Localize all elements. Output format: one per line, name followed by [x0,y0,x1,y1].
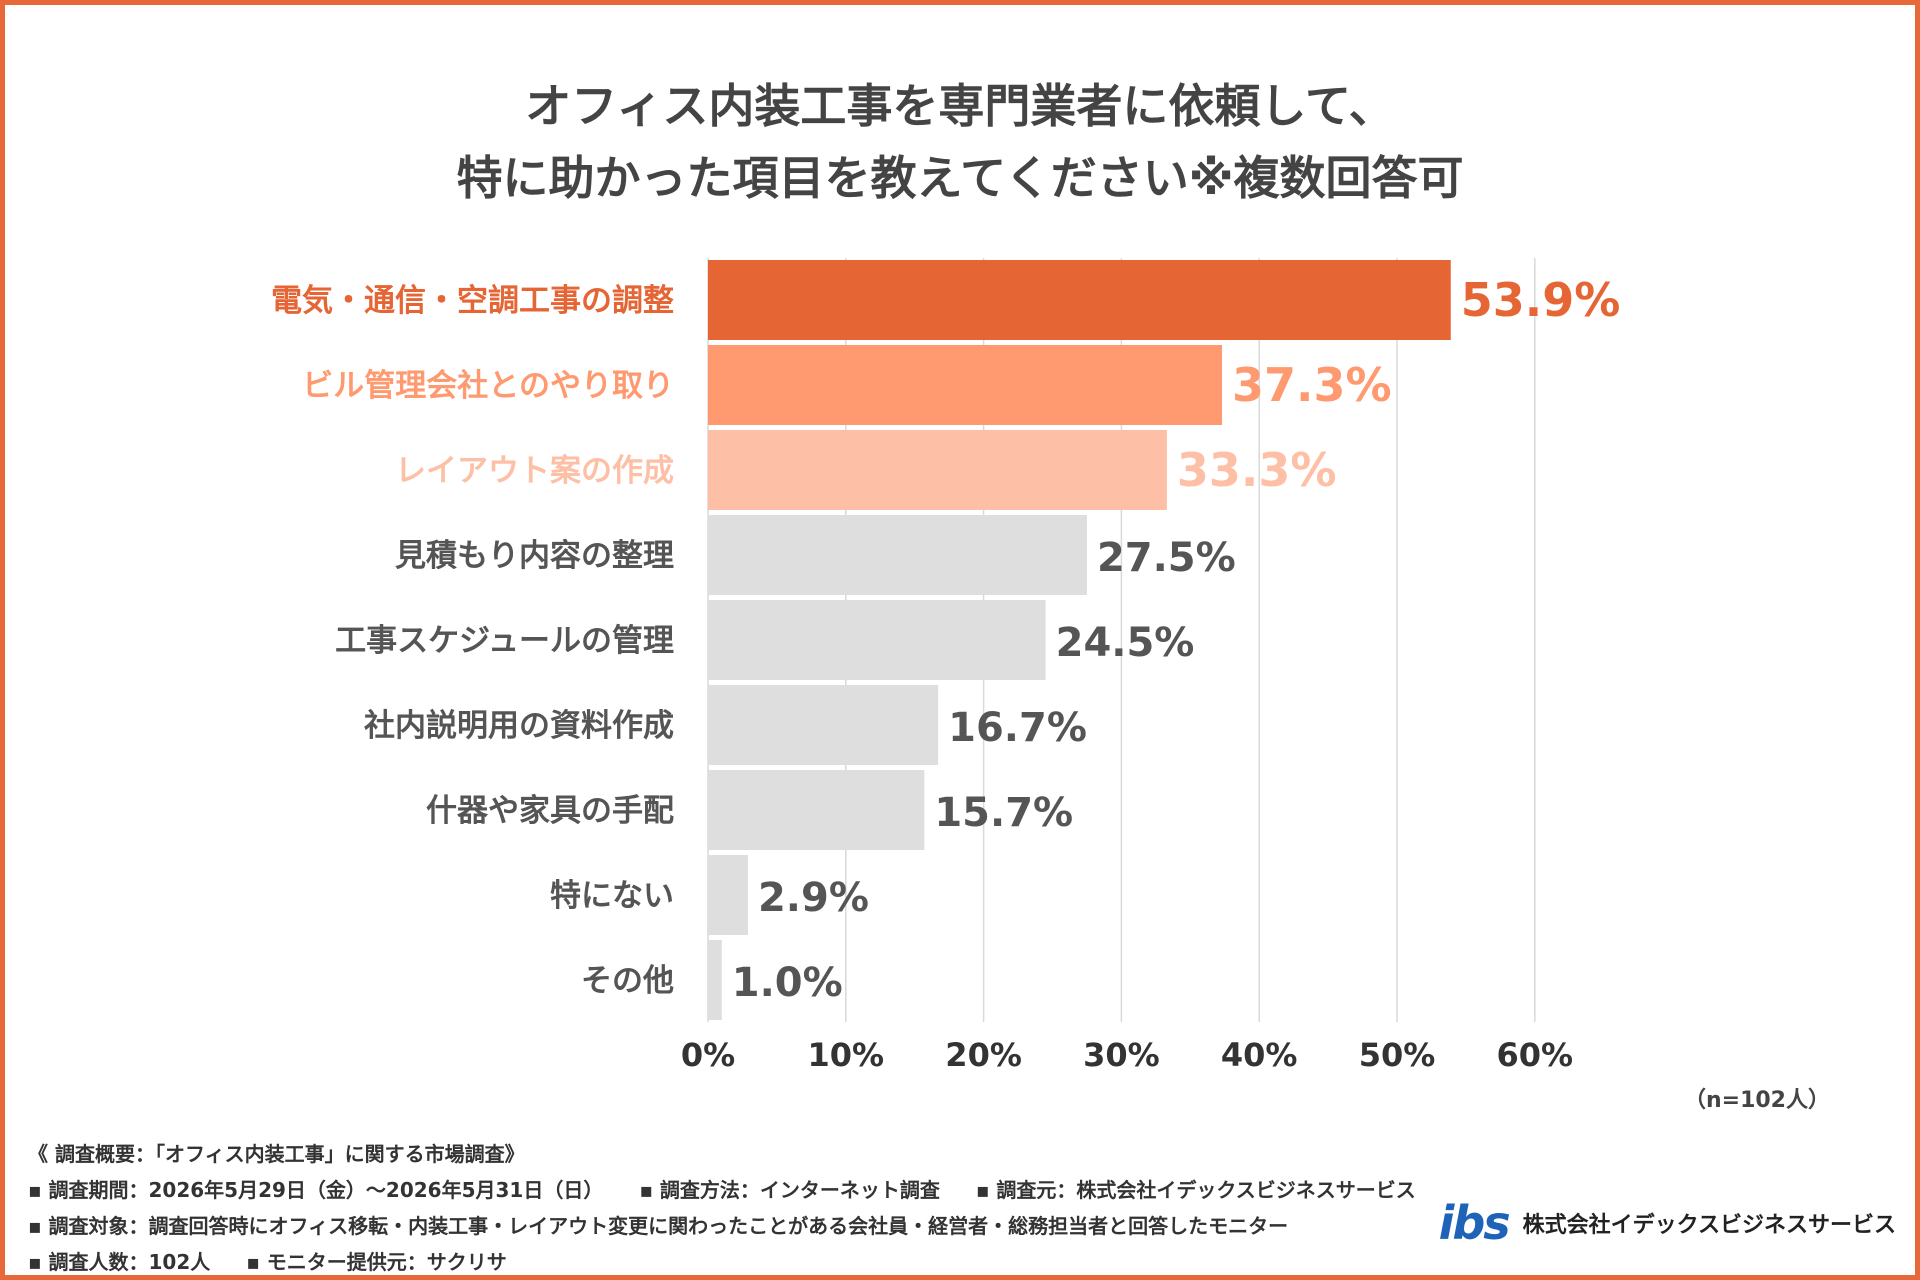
x-tick-label: 20% [945,1036,1022,1074]
company-logo: ibs 株式会社イデックスビジネスサービス [1439,1196,1896,1250]
title-line-2: 特に助かった項目を教えてください※複数回答可 [456,151,1464,205]
bar-5 [708,685,939,765]
survey-summary: 《 調査概要：「オフィス内装工事」に関する市場調査》 [28,1142,525,1166]
bar-6 [708,770,925,850]
survey-notes: 《 調査概要：「オフィス内装工事」に関する市場調査》 ▪ 調査期間：2026年5… [28,1136,1416,1280]
chart-title: オフィス内装工事を専門業者に依頼して、 特に助かった項目を教えてください※複数回… [0,70,1920,214]
category-label: 社内説明用の資料作成 [364,708,674,744]
survey-method: ▪ 調査方法：インターネット調査 [639,1178,940,1202]
category-label: その他 [581,963,674,999]
category-label: ビル管理会社とのやり取り [302,368,674,404]
survey-source: ▪ 調査元：株式会社イデックスビジネスサービス [975,1178,1416,1202]
bar-chart: 0% 10% 20% 30% 40% 50% 60% 電気・通信・空調工事の調整 53.9% ビル… [271,258,1621,1074]
category-label: 電気・通信・空調工事の調整 [271,283,674,319]
survey-provider: ▪ モニター提供元：サクリサ [246,1250,507,1274]
category-label: 什器や家具の手配 [426,793,674,829]
bar-7 [708,855,748,935]
ibs-logo-icon: ibs [1438,1196,1511,1250]
bar-2 [708,430,1167,510]
bar-1 [708,345,1222,425]
value-label: 24.5% [1056,620,1195,666]
category-label: 工事スケジュールの管理 [335,623,674,659]
value-label: 37.3% [1232,358,1392,412]
value-label: 53.9% [1461,273,1621,327]
bar-8 [708,940,722,1020]
x-tick-label: 50% [1359,1036,1436,1074]
survey-count: ▪ 調査人数：102人 [28,1250,211,1274]
x-tick-label: 30% [1083,1036,1160,1074]
x-tick-label: 0% [681,1036,735,1074]
bar-3 [708,515,1087,595]
bar-0 [708,260,1451,340]
value-label: 1.0% [732,960,843,1006]
x-tick-label: 60% [1497,1036,1574,1074]
category-label: 特にない [550,878,674,914]
value-label: 15.7% [934,790,1073,836]
sample-size-note: （n=102人） [1683,1088,1830,1113]
value-label: 2.9% [758,875,869,921]
company-name: 株式会社イデックスビジネスサービス [1522,1213,1896,1238]
value-label: 33.3% [1177,443,1337,497]
survey-period: ▪ 調査期間：2026年5月29日（金）〜2026年5月31日（日） [28,1178,604,1202]
value-label: 27.5% [1097,535,1236,581]
x-tick-label: 10% [808,1036,885,1074]
bar-4 [708,600,1046,680]
category-label: 見積もり内容の整理 [395,538,674,574]
title-line-1: オフィス内装工事を専門業者に依頼して、 [525,79,1395,133]
x-tick-label: 40% [1221,1036,1298,1074]
value-label: 16.7% [948,705,1087,751]
category-label: レイアウト案の作成 [395,453,674,489]
survey-target: ▪ 調査対象：調査回答時にオフィス移転・内装工事・レイアウト変更に関わったことが… [28,1214,1289,1238]
